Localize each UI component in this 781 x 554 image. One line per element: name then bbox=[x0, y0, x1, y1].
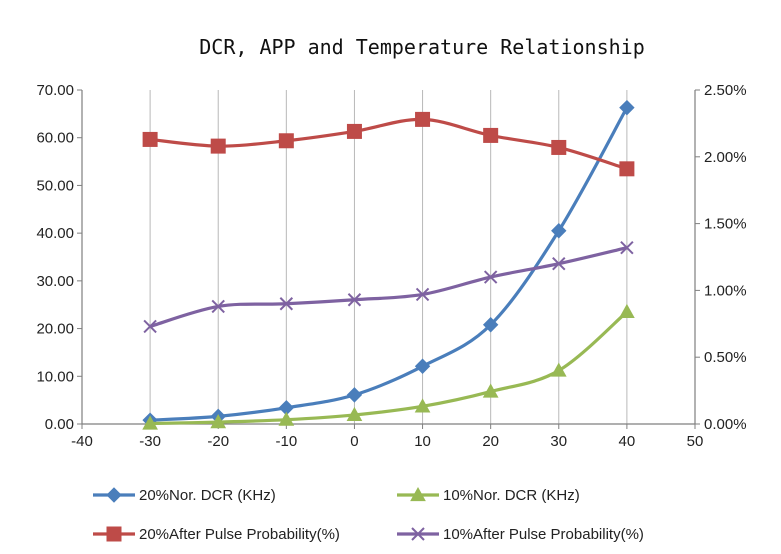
x-tick-label: 0 bbox=[350, 433, 358, 450]
data-point bbox=[550, 362, 567, 377]
series-line bbox=[150, 310, 628, 426]
y-left-tick-label: 40.00 bbox=[36, 225, 74, 242]
legend-marker bbox=[106, 526, 122, 542]
data-point bbox=[278, 133, 294, 149]
data-point-stroke bbox=[620, 240, 634, 255]
data-point bbox=[482, 383, 499, 398]
legend-marker bbox=[106, 487, 122, 503]
data-point bbox=[143, 319, 157, 334]
legend-item: 20%After Pulse Probability(%) bbox=[93, 526, 340, 543]
data-point bbox=[551, 139, 567, 155]
data-point-stroke bbox=[415, 287, 430, 302]
data-point bbox=[142, 131, 158, 147]
data-point bbox=[278, 411, 295, 426]
y-left-tick-label: 70.00 bbox=[36, 82, 74, 99]
legend-label: 20%Nor. DCR (KHz) bbox=[139, 487, 276, 504]
data-point bbox=[347, 293, 362, 307]
legend-marker bbox=[410, 486, 426, 502]
series-line bbox=[149, 246, 628, 329]
data-point bbox=[619, 303, 635, 318]
data-point bbox=[210, 414, 227, 429]
data-point bbox=[551, 223, 567, 239]
data-point-stroke bbox=[143, 319, 157, 334]
x-tick-label: 10 bbox=[414, 433, 431, 450]
grid bbox=[81, 90, 696, 424]
y-left-tick-label: 50.00 bbox=[36, 177, 74, 194]
y-right-tick-label: 0.00% bbox=[704, 416, 747, 433]
data-point bbox=[346, 123, 362, 139]
chart-title: DCR, APP and Temperature Relationship bbox=[199, 35, 645, 59]
data-point bbox=[619, 99, 635, 116]
data-point-stroke bbox=[347, 293, 362, 307]
x-tick-label: -10 bbox=[275, 433, 297, 450]
legend: 20%Nor. DCR (KHz) 10%Nor. DCR (KHz) 20%Aft… bbox=[93, 486, 644, 543]
data-point-stroke bbox=[211, 299, 225, 314]
data-point bbox=[346, 406, 363, 422]
y-right-tick-label: 2.00% bbox=[704, 149, 747, 166]
y-right-tick-label: 1.50% bbox=[704, 216, 747, 233]
legend-item: 20%Nor. DCR (KHz) bbox=[93, 487, 276, 504]
data-point bbox=[211, 299, 225, 314]
series-2 bbox=[142, 303, 635, 430]
data-point bbox=[279, 297, 294, 311]
x-tick-label: -30 bbox=[139, 433, 161, 450]
data-point bbox=[482, 317, 499, 333]
x-tick-label: 50 bbox=[687, 433, 704, 450]
data-point bbox=[415, 111, 431, 127]
legend-item: 10%After Pulse Probability(%) bbox=[397, 526, 644, 543]
x-tick-label: 40 bbox=[619, 433, 636, 450]
data-point bbox=[346, 387, 363, 403]
data-point bbox=[620, 240, 634, 255]
data-point-stroke bbox=[279, 297, 294, 311]
legend-label: 10%After Pulse Probability(%) bbox=[443, 526, 644, 543]
data-point bbox=[414, 398, 431, 413]
series-3 bbox=[142, 111, 635, 177]
x-tick-label: 30 bbox=[550, 433, 567, 450]
x-tick-label: -40 bbox=[71, 433, 93, 450]
legend-marker-stroke bbox=[411, 527, 425, 541]
data-point bbox=[483, 270, 498, 284]
data-point bbox=[415, 287, 430, 302]
data-point bbox=[552, 256, 566, 271]
legend-marker bbox=[411, 527, 425, 541]
data-point bbox=[619, 161, 635, 177]
y-left-tick-label: 10.00 bbox=[36, 368, 74, 385]
y-right-tick-label: 2.50% bbox=[704, 82, 747, 99]
y-left-tick-label: 60.00 bbox=[36, 130, 74, 147]
series-group bbox=[142, 99, 635, 430]
data-point bbox=[414, 358, 431, 374]
data-point bbox=[210, 138, 226, 154]
y-left-tick-label: 0.00 bbox=[45, 416, 74, 433]
data-point-stroke bbox=[552, 256, 566, 271]
series-4 bbox=[143, 240, 634, 334]
legend-label: 10%Nor. DCR (KHz) bbox=[443, 487, 580, 504]
y-left-tick-label: 20.00 bbox=[36, 321, 74, 338]
x-tick-label: 20 bbox=[482, 433, 499, 450]
y-right-tick-label: 0.50% bbox=[704, 349, 747, 366]
x-tick-label: -20 bbox=[207, 433, 229, 450]
y-right-tick-label: 1.00% bbox=[704, 282, 747, 299]
data-point bbox=[142, 415, 158, 430]
legend-item: 10%Nor. DCR (KHz) bbox=[397, 486, 580, 504]
data-point-stroke bbox=[483, 270, 498, 284]
y-left-tick-label: 30.00 bbox=[36, 273, 74, 290]
legend-label: 20%After Pulse Probability(%) bbox=[139, 526, 340, 543]
data-point bbox=[483, 127, 499, 143]
